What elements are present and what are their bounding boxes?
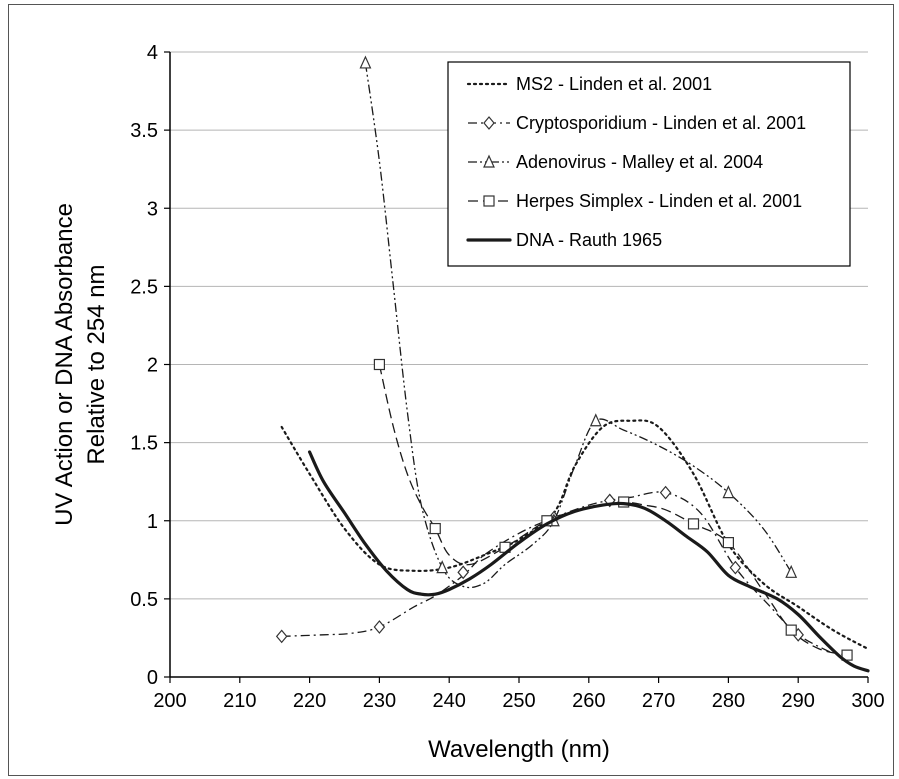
legend-label-2: Cryptosporidium - Linden et al. 2001 bbox=[516, 113, 806, 133]
series-line-4 bbox=[378, 364, 848, 656]
x-tick-label: 250 bbox=[502, 690, 535, 712]
y-tick-label: 0.5 bbox=[130, 589, 158, 611]
series-line-1 bbox=[280, 419, 870, 650]
y-tick-label: 0 bbox=[147, 667, 158, 689]
series-3-marker bbox=[785, 564, 798, 578]
series-3-marker bbox=[359, 55, 372, 69]
series-4-marker bbox=[687, 518, 700, 530]
series-4-marker bbox=[722, 537, 735, 549]
x-tick-label: 220 bbox=[293, 690, 326, 712]
series-line-5 bbox=[308, 450, 870, 673]
y-tick-label: 4 bbox=[147, 42, 158, 64]
series-3-marker bbox=[589, 413, 602, 427]
x-tick-label: 300 bbox=[851, 690, 884, 712]
y-axis-title-line-2: Relative to 254 nm bbox=[83, 264, 110, 464]
series-3-marker bbox=[436, 560, 449, 574]
series-2-marker bbox=[659, 485, 672, 500]
x-tick-label: 230 bbox=[363, 690, 396, 712]
series-3-marker bbox=[722, 485, 735, 499]
legend-marker-4 bbox=[483, 195, 495, 207]
x-tick-label: 270 bbox=[642, 690, 675, 712]
legend-box bbox=[447, 61, 851, 267]
y-axis-title-line-1: UV Action or DNA Absorbance bbox=[51, 203, 78, 526]
y-tick-label: 3.5 bbox=[130, 120, 158, 142]
x-axis-title: Wavelength (nm) bbox=[428, 736, 610, 763]
legend-marker-3 bbox=[483, 154, 495, 168]
x-tick-label: 290 bbox=[782, 690, 815, 712]
series-line-3 bbox=[364, 62, 792, 589]
legend-label-3: Adenovirus - Malley et al. 2004 bbox=[516, 152, 763, 172]
y-tick-label: 2.5 bbox=[130, 276, 158, 298]
series-4-marker bbox=[785, 624, 797, 636]
series-2-marker bbox=[275, 629, 288, 644]
legend-label-4: Herpes Simplex - Linden et al. 2001 bbox=[516, 191, 802, 211]
legend-label-1: MS2 - Linden et al. 2001 bbox=[516, 74, 712, 94]
y-tick-label: 3 bbox=[147, 198, 158, 220]
x-tick-label: 260 bbox=[572, 690, 605, 712]
series-2-marker bbox=[457, 565, 469, 580]
x-tick-label: 280 bbox=[712, 690, 745, 712]
legend-label-5: DNA - Rauth 1965 bbox=[516, 230, 662, 250]
y-tick-label: 2 bbox=[147, 355, 158, 377]
series-4-marker bbox=[429, 522, 441, 535]
x-tick-label: 240 bbox=[433, 690, 466, 712]
y-tick-label: 1.5 bbox=[130, 433, 158, 455]
legend-marker-2 bbox=[483, 116, 495, 130]
series-2-marker bbox=[373, 620, 386, 634]
x-tick-label: 210 bbox=[223, 690, 256, 712]
series-2-marker bbox=[729, 560, 742, 575]
x-tick-label: 200 bbox=[153, 690, 186, 712]
series-4-marker bbox=[373, 358, 385, 371]
y-tick-label: 1 bbox=[147, 511, 158, 533]
